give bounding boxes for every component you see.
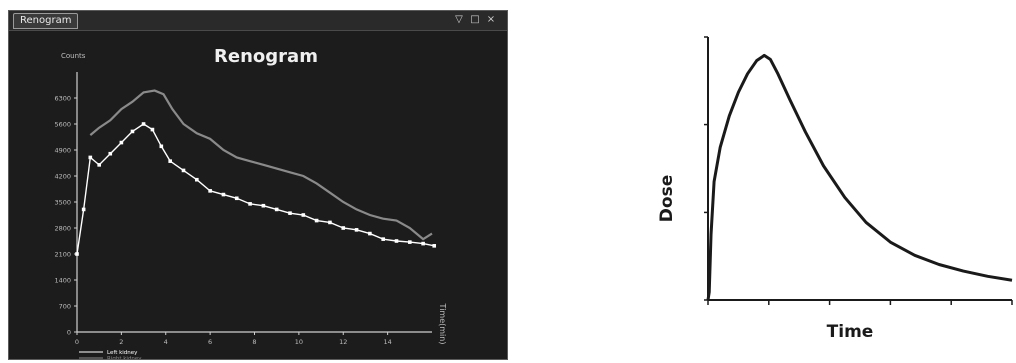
window-titlebar: Renogram ▽ □ × (9, 11, 507, 31)
data-point (150, 127, 155, 132)
data-point (421, 241, 425, 246)
data-point (168, 159, 172, 163)
tab-renogram[interactable]: Renogram (13, 13, 79, 29)
data-point (408, 240, 412, 244)
data-point (130, 129, 135, 134)
minimize-button[interactable]: ▽ (455, 14, 463, 25)
series-line (89, 89, 433, 241)
dose-curve-line (706, 53, 1013, 301)
y-axis-label: Counts (61, 52, 86, 60)
x-tick-label: 10 (295, 338, 303, 346)
y-tick-label: 0 (67, 329, 71, 337)
data-point (432, 244, 437, 248)
legend-entry: Left kidney (107, 350, 138, 356)
data-point (354, 228, 359, 232)
data-point (234, 196, 239, 201)
y-tick-label: 700 (59, 303, 71, 311)
y-tick-label: 5600 (54, 121, 71, 129)
data-point (314, 218, 319, 223)
data-point (81, 207, 86, 212)
x-tick-label: 14 (383, 338, 391, 346)
legend-entry: Right kidney (107, 356, 142, 359)
data-point (381, 237, 385, 241)
data-point (328, 220, 332, 225)
y-tick-label: 2100 (54, 251, 71, 259)
data-point (97, 163, 101, 167)
renogram-window: Renogram ▽ □ × Renogram Counts 0 700 1400 2… (8, 10, 508, 360)
data-point (368, 231, 372, 236)
data-point (119, 140, 124, 145)
x-tick-label: 12 (339, 338, 347, 346)
data-point (181, 168, 186, 173)
x-tick-label: 4 (164, 338, 168, 346)
x-axis-label-time: Time (827, 322, 874, 342)
data-point (141, 122, 146, 126)
chart-title: Renogram (214, 46, 318, 67)
data-point (195, 177, 199, 182)
x-tick-label: 8 (252, 338, 256, 346)
data-point (288, 211, 292, 215)
data-point (341, 226, 346, 230)
y-tick-label: 1400 (54, 277, 71, 285)
y-tick-label: 4900 (54, 147, 71, 155)
x-tick-label: 6 (208, 338, 212, 346)
x-tick-label: 2 (119, 338, 123, 346)
series-line (76, 123, 435, 255)
y-tick-label: 4200 (54, 173, 71, 181)
data-point (75, 252, 79, 256)
y-tick-label: 2800 (54, 225, 71, 233)
data-point (301, 213, 306, 217)
dose-chart: Dose Time (657, 36, 1013, 342)
data-point (221, 192, 226, 197)
y-tick-label: 3500 (54, 199, 71, 207)
x-tick-label: 0 (75, 338, 79, 346)
data-point (88, 155, 93, 160)
data-point (261, 203, 266, 208)
x-axis-label: Time(min) (438, 303, 447, 345)
y-axis-label-dose: Dose (657, 175, 677, 222)
close-button[interactable]: × (486, 14, 496, 25)
data-point (159, 144, 164, 149)
data-point (274, 207, 279, 212)
maximize-button[interactable]: □ (470, 14, 480, 25)
data-point (394, 239, 399, 243)
data-point (108, 151, 113, 156)
data-point (248, 202, 252, 206)
data-point (208, 189, 212, 193)
renogram-chart: Renogram Counts 070014002100280035004200… (54, 46, 447, 359)
y-tick-label: 6300 (54, 95, 71, 103)
